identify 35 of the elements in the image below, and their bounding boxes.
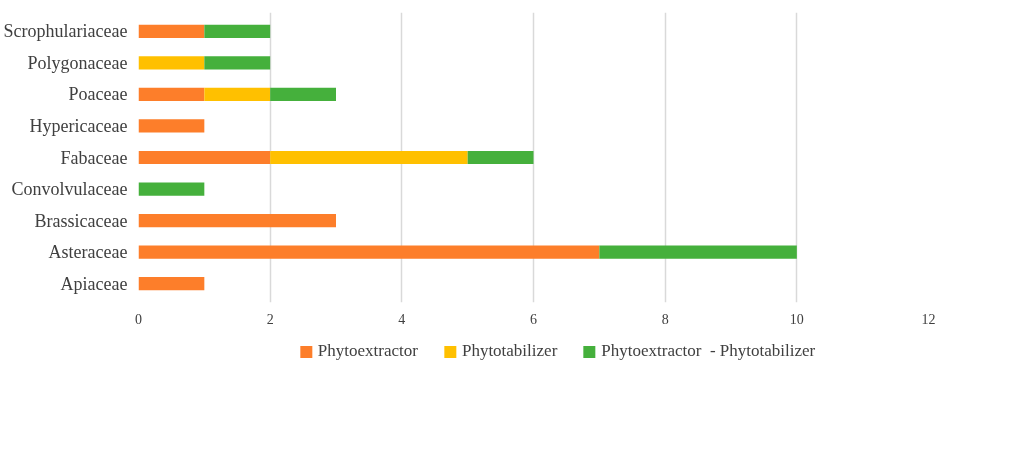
y-tick-label: Polygonaceae <box>27 52 128 73</box>
y-tick-label: Fabaceae <box>60 147 128 168</box>
x-tick-label: 8 <box>661 311 669 327</box>
y-tick-label: Convolvulaceae <box>11 179 128 200</box>
bar <box>138 276 205 291</box>
legend-label: Phytoextractor <box>317 341 418 361</box>
bar <box>467 150 534 165</box>
y-tick-label: Hypericaceae <box>29 115 128 136</box>
bar <box>138 150 271 165</box>
y-tick-label: Brassicaceae <box>34 210 128 231</box>
y-tick-label: Asteraceae <box>48 242 128 263</box>
y-tick-label: Poaceae <box>68 84 128 105</box>
legend-label: Phytoextractor - Phytotabilizer <box>601 341 816 361</box>
x-tick-label: 12 <box>921 311 936 327</box>
x-tick-label: 0 <box>135 311 142 327</box>
x-tick-label: 4 <box>398 311 406 327</box>
bar <box>270 150 468 165</box>
legend-label: Phytotabilizer <box>461 341 558 361</box>
bar <box>138 56 205 70</box>
bar <box>204 56 271 70</box>
bar <box>138 213 336 228</box>
bar <box>204 87 271 102</box>
bar <box>204 24 271 39</box>
x-tick-label: 10 <box>789 311 804 327</box>
bar <box>138 182 205 196</box>
bar <box>138 87 205 102</box>
bar <box>270 87 336 102</box>
bar <box>138 119 205 133</box>
bar <box>599 245 797 259</box>
x-tick-label: 2 <box>266 311 274 327</box>
y-tick-label: Apiaceae <box>60 273 128 294</box>
y-tick-label: Scrophulariaceae <box>3 21 128 42</box>
x-tick-label: 6 <box>530 311 537 327</box>
bar <box>138 245 600 259</box>
bar <box>138 24 205 39</box>
